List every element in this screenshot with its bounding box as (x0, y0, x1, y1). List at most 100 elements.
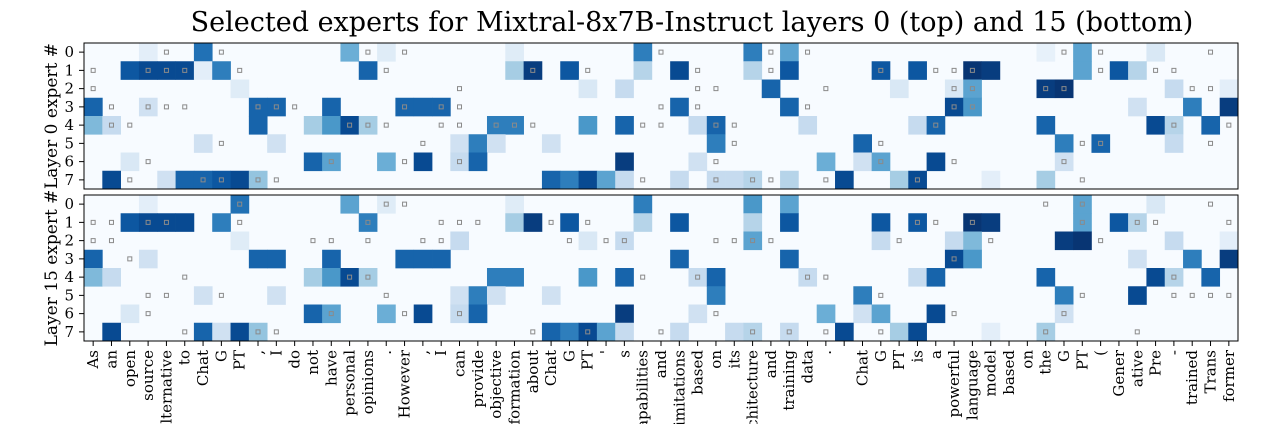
selection-marker (914, 219, 920, 225)
heatmap-cell (1146, 116, 1166, 135)
selection-marker (1171, 122, 1177, 128)
heatmap-cell (889, 79, 909, 99)
heatmap-cell (780, 61, 799, 80)
selection-marker (273, 104, 279, 110)
heatmap-cell (780, 170, 799, 190)
selection-marker (603, 238, 609, 244)
heatmap-cell (1036, 322, 1056, 342)
heatmap-cell (120, 152, 140, 172)
y-axis-label: Layer 15 expert # (42, 190, 62, 347)
heatmap-cell (505, 213, 524, 232)
selection-marker (713, 177, 719, 183)
selection-marker (1208, 292, 1214, 298)
y-tick-label: 4 (64, 268, 74, 286)
heatmap-cell (1036, 268, 1056, 287)
selection-marker (310, 238, 316, 244)
heatmap-cell (138, 249, 158, 269)
x-tick-label: trained (1183, 350, 1201, 405)
heatmap-cell (1219, 249, 1239, 269)
selection-marker (438, 122, 444, 128)
selection-marker (658, 49, 664, 55)
heatmap-cell (1091, 134, 1111, 153)
heatmap-cell (1219, 231, 1239, 251)
heatmap-cell (486, 268, 506, 287)
selection-marker (951, 104, 957, 110)
x-tick-label: G (212, 350, 230, 362)
selection-marker (218, 292, 224, 298)
heatmap-cell (120, 213, 140, 232)
x-tick-label: , (249, 350, 267, 355)
selection-marker (658, 122, 664, 128)
selection-marker (365, 49, 371, 55)
heatmap-cell (1219, 97, 1239, 117)
selection-marker (273, 329, 279, 335)
selection-marker (878, 67, 884, 73)
selection-marker (145, 292, 151, 298)
selection-marker (1134, 219, 1140, 225)
heatmap-cell (798, 116, 818, 135)
heatmap-cell (1073, 231, 1092, 251)
heatmap-cell (780, 213, 799, 232)
selection-marker (969, 219, 975, 225)
heatmap-cell (560, 170, 579, 190)
selection-marker (145, 311, 151, 317)
selection-marker (1208, 49, 1214, 55)
heatmap-cell (395, 97, 415, 117)
selection-marker (218, 140, 224, 146)
selection-marker (1061, 159, 1067, 165)
selection-marker (255, 104, 261, 110)
heatmap-cell (84, 116, 103, 135)
heatmap-cell (1128, 249, 1147, 269)
y-tick-label: 2 (64, 232, 74, 250)
x-tick-label: provide (469, 350, 487, 408)
selection-marker (658, 329, 664, 335)
selection-marker (1171, 274, 1177, 280)
heatmap-cell (1073, 195, 1092, 214)
heatmap-cell (944, 249, 964, 269)
selection-marker (1098, 140, 1104, 146)
heatmap-cell (1109, 61, 1129, 80)
heatmap-cell (486, 286, 506, 305)
heatmap-cell (175, 170, 195, 190)
heatmap-cell (1036, 43, 1056, 62)
x-tick-label: its (725, 350, 743, 369)
heatmap-cell (615, 231, 634, 251)
heatmap-cell (486, 116, 506, 135)
heatmap-cell (578, 231, 598, 251)
selection-marker (402, 201, 408, 207)
heatmap-cell (1054, 304, 1074, 324)
heatmap-cell (1054, 79, 1074, 99)
heatmap-cell (138, 213, 158, 232)
heatmap-cell (743, 322, 763, 342)
y-tick-label: 7 (64, 323, 74, 341)
selection-marker (420, 238, 426, 244)
heatmap-cell (84, 249, 103, 269)
heatmap-cell (963, 79, 982, 99)
x-tick-label: . (377, 350, 395, 355)
heatmap-cell (340, 195, 360, 214)
heatmap-cell (303, 268, 323, 287)
heatmap-cell (523, 213, 543, 232)
selection-marker (621, 238, 627, 244)
heatmap-cell (322, 249, 341, 269)
heatmap-cell (541, 134, 561, 153)
heatmap-cell (230, 322, 250, 342)
heatmap-cell (377, 304, 396, 324)
selection-marker (566, 238, 572, 244)
selection-marker (878, 140, 884, 146)
heatmap-cell (193, 170, 213, 190)
selection-marker (347, 274, 353, 280)
heatmap-cell (413, 97, 433, 117)
selection-marker (475, 219, 481, 225)
heatmap-cell (322, 97, 341, 117)
heatmap-cell (816, 152, 836, 172)
selection-marker (786, 329, 792, 335)
heatmap-cell (853, 304, 873, 324)
heatmap-cell (138, 97, 158, 117)
heatmap-cell (358, 213, 378, 232)
selection-marker (145, 104, 151, 110)
selection-marker (1098, 238, 1104, 244)
selection-marker (969, 86, 975, 92)
heatmap-cell (1128, 213, 1147, 232)
